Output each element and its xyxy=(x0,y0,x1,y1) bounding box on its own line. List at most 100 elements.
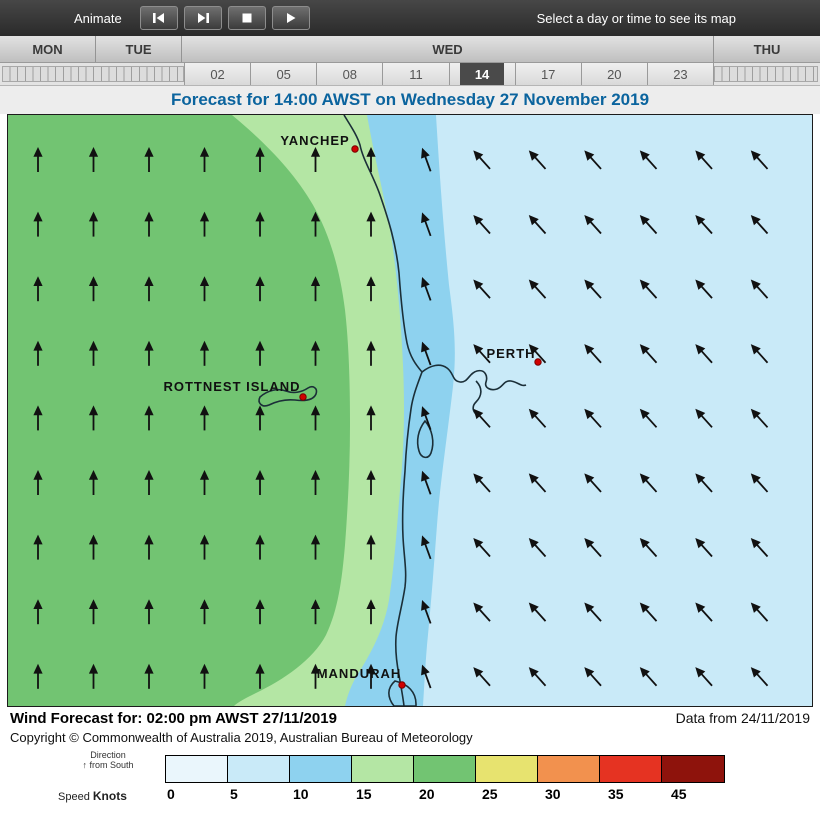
wind-arrow xyxy=(750,667,769,687)
time-cell-20[interactable]: 20 xyxy=(581,63,648,85)
day-tab-wed[interactable]: WED xyxy=(182,36,714,62)
skip-start-button[interactable] xyxy=(139,6,178,30)
wind-arrow xyxy=(695,408,713,428)
wind-arrow xyxy=(366,405,376,431)
wind-arrow xyxy=(528,667,547,687)
wind-arrow xyxy=(33,470,43,495)
wind-arrow xyxy=(199,470,210,495)
legend-color-cell-0 xyxy=(166,756,228,782)
time-ticks-left[interactable] xyxy=(2,66,184,82)
wind-arrow xyxy=(144,147,154,172)
wind-arrow xyxy=(88,534,99,560)
wind-arrow xyxy=(584,150,602,170)
wind-arrow xyxy=(421,147,432,172)
day-tab-mon[interactable]: MON xyxy=(0,36,96,62)
play-button[interactable] xyxy=(271,6,310,30)
speed-knots-label: Speed Knots xyxy=(58,789,127,803)
wind-forecast-text: Wind Forecast for: 02:00 pm AWST 27/11/2… xyxy=(10,710,337,727)
wind-arrow xyxy=(421,406,432,430)
time-cell-05[interactable]: 05 xyxy=(251,63,318,85)
place-label: YANCHEP xyxy=(280,133,349,148)
stop-icon xyxy=(239,12,255,24)
time-cell-02[interactable]: 02 xyxy=(184,63,252,85)
play-icon xyxy=(283,12,299,24)
wind-arrow xyxy=(310,470,321,495)
wind-arrow xyxy=(33,663,43,689)
wind-arrow xyxy=(584,344,602,364)
legend-label-35: 35 xyxy=(608,786,624,802)
legend-label-5: 5 xyxy=(230,786,238,802)
skip-start-icon xyxy=(151,12,167,24)
day-tab-tue[interactable]: TUE xyxy=(96,36,182,62)
playback-buttons xyxy=(139,6,310,30)
place-label: MANDURAH xyxy=(317,666,402,681)
wind-map: YANCHEP PERTH ROTTNEST ISLAND MANDURAH xyxy=(8,114,812,707)
wind-arrow xyxy=(695,279,713,299)
place-marker-dot xyxy=(351,145,359,153)
wind-arrow xyxy=(750,602,769,622)
legend-color-cell-35 xyxy=(600,756,662,782)
wind-arrow xyxy=(33,405,43,431)
wind-arrow xyxy=(366,147,376,172)
wind-arrow xyxy=(584,602,602,622)
forecast-info-bar: Wind Forecast for: 02:00 pm AWST 27/11/2… xyxy=(0,707,820,729)
time-cell-17[interactable]: 17 xyxy=(515,63,582,85)
wind-arrow xyxy=(310,534,321,560)
place-marker-dot xyxy=(398,681,406,689)
wind-arrow xyxy=(199,276,210,302)
wind-arrow xyxy=(473,279,491,299)
legend-label-0: 0 xyxy=(167,786,175,802)
wind-arrow xyxy=(144,534,154,560)
wind-arrow xyxy=(255,211,265,237)
stop-button[interactable] xyxy=(227,6,266,30)
wind-arrow xyxy=(310,276,321,302)
day-tab-thu[interactable]: THU xyxy=(753,41,781,57)
wind-arrow xyxy=(528,408,547,428)
wind-map-container: YANCHEP PERTH ROTTNEST ISLAND MANDURAH xyxy=(7,114,813,707)
legend-color-cell-45 xyxy=(662,756,724,782)
time-cell-23[interactable]: 23 xyxy=(647,63,714,85)
time-cell-14[interactable]: 14 xyxy=(449,63,516,85)
wind-arrow xyxy=(584,537,602,558)
legend-label-25: 25 xyxy=(482,786,498,802)
wind-arrow xyxy=(88,211,99,237)
time-cell-11[interactable]: 11 xyxy=(383,63,450,85)
skip-end-icon xyxy=(195,12,211,24)
wind-arrow xyxy=(310,599,321,625)
direction-label: Direction ↑ from South xyxy=(56,750,160,770)
wind-arrow xyxy=(310,663,321,689)
wind-arrow xyxy=(421,535,432,560)
skip-end-button[interactable] xyxy=(183,6,222,30)
wind-region-20kt xyxy=(8,115,350,706)
time-cell-08[interactable]: 08 xyxy=(317,63,384,85)
wind-arrow xyxy=(88,470,99,495)
wind-speed-legend: Direction ↑ from South Speed Knots 0 5 10 1… xyxy=(0,748,820,821)
wind-arrow xyxy=(473,150,491,170)
wind-arrow xyxy=(695,214,713,235)
place-label: ROTTNEST ISLAND xyxy=(163,379,300,394)
wind-arrow xyxy=(255,405,265,431)
wind-arrow xyxy=(144,340,154,366)
wind-arrow xyxy=(695,602,713,622)
wind-arrow xyxy=(473,473,491,493)
hour-cells: 02 05 08 11 14 17 20 23 xyxy=(184,63,714,85)
wind-arrow xyxy=(255,599,265,625)
wind-arrow xyxy=(584,214,602,235)
wind-arrow xyxy=(750,150,769,170)
legend-label-10: 10 xyxy=(293,786,309,802)
forecast-title: Forecast for 14:00 AWST on Wednesday 27 … xyxy=(0,86,820,114)
wind-arrow xyxy=(199,147,210,172)
wind-arrow xyxy=(750,214,769,235)
wind-arrow xyxy=(584,473,602,493)
wind-arrow xyxy=(750,279,769,299)
legend-value-labels: 0 5 10 15 20 25 30 35 45 xyxy=(165,786,732,802)
wind-arrow xyxy=(199,340,210,366)
time-cell-selected[interactable]: 14 xyxy=(460,63,505,85)
wind-arrow xyxy=(199,405,210,431)
wind-arrow xyxy=(421,276,432,301)
wind-arrow xyxy=(695,473,713,493)
wind-arrow xyxy=(88,147,99,172)
time-ticks-right[interactable] xyxy=(714,66,818,82)
wind-arrow xyxy=(33,211,43,237)
place-label: PERTH xyxy=(486,346,535,361)
